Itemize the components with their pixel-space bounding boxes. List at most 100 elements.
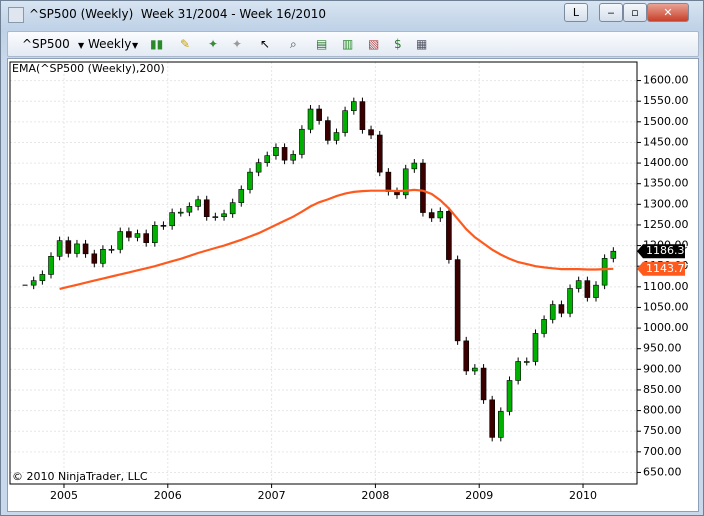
candle (515, 361, 521, 381)
toolbar: ^SP500 ▼ Weekly ▼ ▮▮ ✎ ✦ ✦ ↖ ⌕ ▤ ▥ ▧ $ ▦ (7, 31, 699, 57)
candle (48, 255, 54, 275)
candle (368, 129, 374, 136)
candle (463, 340, 470, 372)
candle (169, 212, 175, 227)
find-button[interactable]: ⌕ (290, 37, 297, 51)
candle (186, 206, 193, 213)
x-tick-label: 2007 (258, 489, 286, 502)
candle (541, 319, 547, 334)
candle (446, 211, 452, 260)
y-tick-label: 1300.00 (643, 197, 689, 210)
plot-frame (9, 61, 638, 485)
candle (307, 108, 314, 130)
candle (325, 120, 331, 141)
candle (411, 162, 418, 170)
candle (108, 248, 115, 251)
candle (558, 304, 565, 314)
copyright: © 2010 NinjaTrader, LLC (12, 470, 148, 483)
y-tick-label: 850.00 (643, 383, 682, 396)
candle (126, 231, 132, 238)
candle (420, 162, 426, 213)
dropdown-arrow: ▼ (132, 41, 139, 50)
candle (437, 211, 444, 219)
last-ema-box (637, 261, 685, 276)
candle (489, 399, 495, 438)
close-button[interactable]: ✕ (647, 3, 689, 22)
candle (567, 288, 573, 314)
candle (342, 110, 348, 133)
candle (454, 259, 461, 342)
minimize-button[interactable]: ‒ (599, 3, 623, 22)
indicators-button[interactable]: ▥ (342, 37, 354, 51)
candle (333, 132, 340, 141)
y-tick-label: 1450.00 (643, 135, 689, 148)
candle (351, 101, 357, 111)
y-tick-label: 1100.00 (643, 280, 689, 293)
money-button[interactable]: $ (394, 37, 402, 51)
candle (593, 284, 599, 298)
y-tick-label: 1350.00 (643, 177, 689, 190)
candle (255, 162, 262, 173)
last-ema-label: 1143.71 (646, 262, 692, 275)
chart: 650.00 700.00 750.00 800.00 850.00 900.00 950.… (9, 61, 692, 502)
candle (523, 361, 530, 363)
y-tick-label: 1250.00 (643, 218, 689, 231)
x-tick-label: 2008 (361, 489, 389, 502)
last-price-label: 1186.31 (646, 244, 692, 257)
y-tick-label: 1000.00 (643, 321, 689, 334)
strategies-button[interactable]: ▧ (368, 37, 380, 51)
candle (152, 225, 158, 243)
candle (56, 240, 63, 257)
candle (134, 233, 141, 238)
candle (195, 199, 201, 207)
candle (30, 280, 37, 286)
candle (203, 199, 210, 217)
select-button[interactable]: ↖ (260, 37, 271, 51)
y-tick-label: 1050.00 (643, 300, 689, 313)
candle (601, 258, 608, 286)
candle (65, 240, 72, 254)
candle (316, 108, 322, 121)
x-tick-label: 2009 (465, 489, 493, 502)
data-box-button[interactable]: ▤ (316, 37, 328, 51)
candle (91, 253, 98, 264)
y-tick-label: 750.00 (643, 424, 682, 437)
y-tick-label: 1400.00 (643, 156, 689, 169)
ema-line (59, 188, 614, 290)
zoom-button[interactable]: ✦ (208, 37, 219, 51)
x-tick-label: 2006 (154, 489, 182, 502)
candle (273, 147, 279, 156)
pan-button[interactable]: ✦ (232, 37, 243, 51)
y-tick-label: 800.00 (643, 404, 682, 417)
window-title: ^SP500 (Weekly) Week 31/2004 - Week 16/2… (29, 7, 326, 21)
link-button[interactable]: L (564, 3, 588, 22)
chart-style-button[interactable]: ▮▮ (150, 37, 164, 51)
candle (498, 411, 504, 438)
dropdown-arrow: ▼ (78, 41, 85, 50)
chart-panel: 650.00 700.00 750.00 800.00 850.00 900.00 950.… (7, 58, 699, 512)
candle (376, 134, 383, 173)
instrument-dropdown[interactable]: ^SP500 (22, 37, 70, 51)
properties-button[interactable]: ▦ (416, 37, 428, 51)
candle (229, 202, 236, 215)
candle (575, 280, 582, 289)
y-tick-label: 900.00 (643, 362, 682, 375)
y-tick-label: 1550.00 (643, 94, 689, 107)
maximize-button[interactable]: ▫ (623, 3, 647, 22)
last-price-box (637, 244, 685, 259)
title-bar: ^SP500 (Weekly) Week 31/2004 - Week 16/2… (1, 1, 703, 27)
candle (117, 231, 124, 250)
candle (299, 128, 305, 155)
window-icon (8, 7, 24, 23)
y-tick-label: 650.00 (643, 465, 682, 478)
candle (290, 154, 296, 161)
y-tick-label: 1600.00 (643, 74, 689, 87)
draw-tool-button[interactable]: ✎ (180, 37, 191, 51)
candle (39, 274, 46, 281)
candle (247, 171, 253, 190)
candle (143, 233, 149, 243)
period-dropdown[interactable]: Weekly (88, 37, 132, 51)
candle (610, 250, 617, 259)
